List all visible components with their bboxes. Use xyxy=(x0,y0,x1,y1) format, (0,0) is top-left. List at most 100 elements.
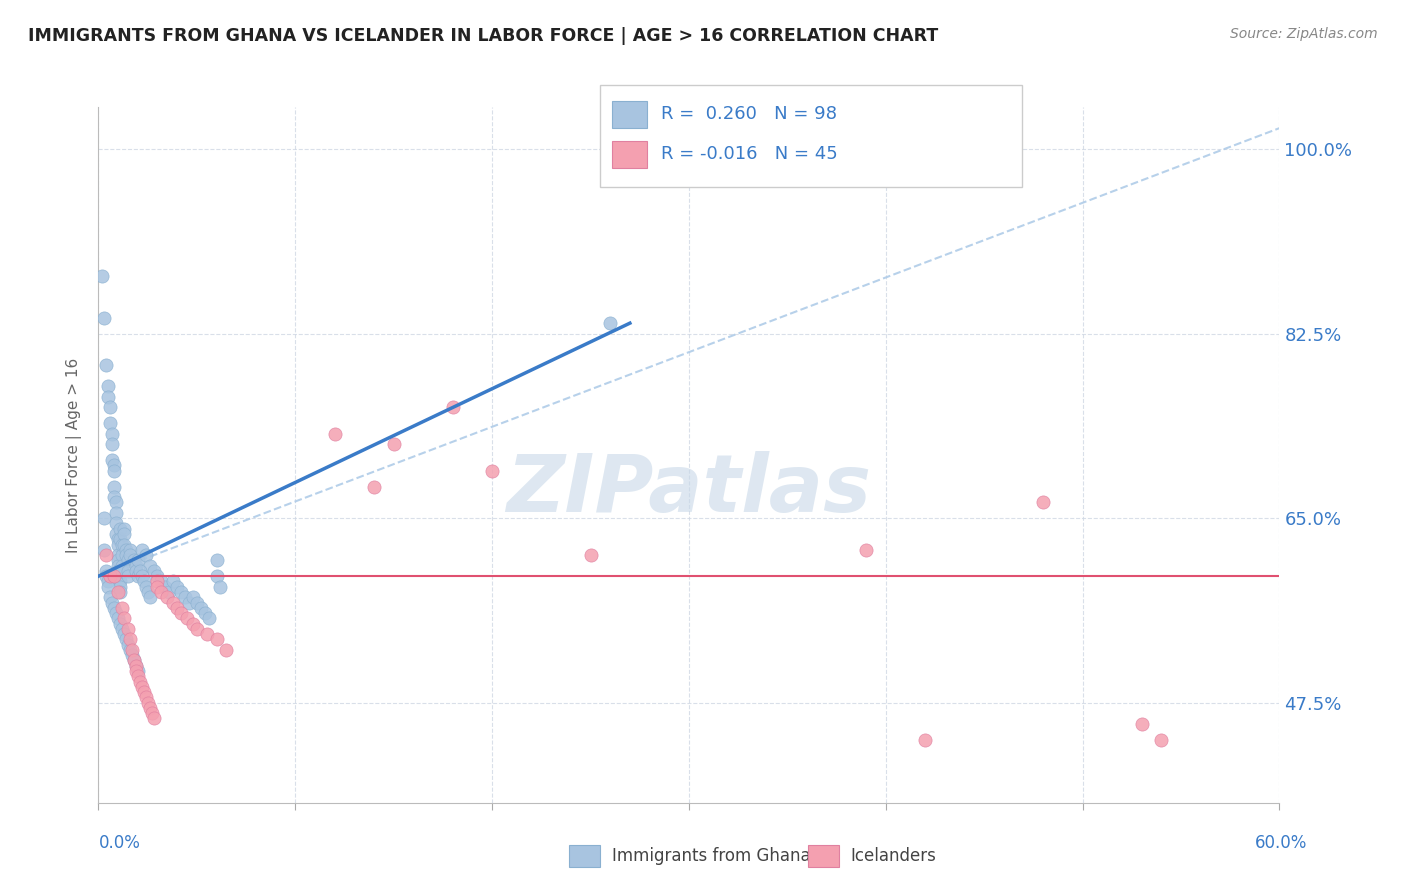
Point xyxy=(150,585,173,599)
Point xyxy=(1150,732,1173,747)
Point xyxy=(103,569,125,583)
Point xyxy=(101,453,124,467)
Point xyxy=(93,310,115,325)
Y-axis label: In Labor Force | Age > 16: In Labor Force | Age > 16 xyxy=(66,358,82,552)
Point xyxy=(122,653,145,667)
Point xyxy=(115,542,138,557)
Point xyxy=(111,622,134,636)
Text: IMMIGRANTS FROM GHANA VS ICELANDER IN LABOR FORCE | AGE > 16 CORRELATION CHART: IMMIGRANTS FROM GHANA VS ICELANDER IN LA… xyxy=(28,27,938,45)
Point xyxy=(107,548,129,562)
Point xyxy=(111,600,134,615)
Point xyxy=(118,643,141,657)
Point xyxy=(97,390,120,404)
Point xyxy=(132,574,155,589)
Point xyxy=(128,564,150,578)
Point xyxy=(112,527,135,541)
Point xyxy=(103,464,125,478)
Point xyxy=(146,569,169,583)
Point xyxy=(1032,495,1054,509)
Point xyxy=(101,437,124,451)
Point xyxy=(117,638,139,652)
Point xyxy=(138,591,160,605)
Point xyxy=(122,553,145,567)
Point xyxy=(107,558,129,573)
Point xyxy=(131,542,153,557)
Point xyxy=(125,658,148,673)
Point xyxy=(105,527,128,541)
Point xyxy=(323,426,346,441)
Point xyxy=(107,611,129,625)
Point xyxy=(156,591,179,605)
Point xyxy=(138,558,160,573)
Point xyxy=(131,569,153,583)
Point xyxy=(108,616,131,631)
Text: R =  0.260   N = 98: R = 0.260 N = 98 xyxy=(661,105,837,123)
Point xyxy=(146,574,169,589)
Point xyxy=(112,522,135,536)
Point xyxy=(107,553,129,567)
Point xyxy=(1130,716,1153,731)
Point xyxy=(108,574,131,589)
Point xyxy=(105,495,128,509)
Point xyxy=(127,669,149,683)
Text: 60.0%: 60.0% xyxy=(1256,834,1308,852)
Point xyxy=(96,564,118,578)
Text: Source: ZipAtlas.com: Source: ZipAtlas.com xyxy=(1230,27,1378,41)
Point xyxy=(481,464,503,478)
Point xyxy=(117,553,139,567)
Point xyxy=(98,591,121,605)
Text: 0.0%: 0.0% xyxy=(98,834,141,852)
Point xyxy=(98,569,121,583)
Point xyxy=(441,401,464,415)
Point xyxy=(105,506,128,520)
Point xyxy=(122,653,145,667)
Point xyxy=(108,522,131,536)
Point xyxy=(197,611,219,625)
Point xyxy=(127,553,149,567)
Point xyxy=(105,516,128,531)
Point xyxy=(141,706,163,721)
Text: Icelanders: Icelanders xyxy=(851,847,936,865)
Point xyxy=(103,490,125,504)
Point xyxy=(142,711,165,725)
Point xyxy=(195,627,218,641)
Point xyxy=(115,548,138,562)
Point xyxy=(135,580,157,594)
Point xyxy=(131,680,153,694)
Point xyxy=(146,580,169,594)
Point xyxy=(98,401,121,415)
Point xyxy=(111,548,134,562)
Point xyxy=(108,533,131,547)
Point xyxy=(96,569,118,583)
Point xyxy=(914,732,936,747)
Point xyxy=(136,696,159,710)
Point xyxy=(127,569,149,583)
Point xyxy=(103,458,125,473)
Point xyxy=(111,564,134,578)
Point xyxy=(186,622,208,636)
Point xyxy=(194,606,217,620)
Point xyxy=(205,569,228,583)
Point xyxy=(579,548,602,562)
Point xyxy=(117,569,139,583)
Point xyxy=(112,627,135,641)
Point xyxy=(107,585,129,599)
Point xyxy=(118,548,141,562)
Point xyxy=(118,542,141,557)
Point xyxy=(112,611,135,625)
Point xyxy=(96,359,118,373)
Point xyxy=(215,643,238,657)
Point xyxy=(136,585,159,599)
Point xyxy=(209,580,232,594)
Point xyxy=(107,569,129,583)
Point xyxy=(103,479,125,493)
Point xyxy=(121,643,143,657)
Point xyxy=(101,595,124,609)
Point xyxy=(125,558,148,573)
Point xyxy=(97,574,120,589)
Point xyxy=(170,585,193,599)
Point xyxy=(96,548,118,562)
Point xyxy=(105,606,128,620)
Point xyxy=(121,648,143,663)
Point xyxy=(157,585,180,599)
